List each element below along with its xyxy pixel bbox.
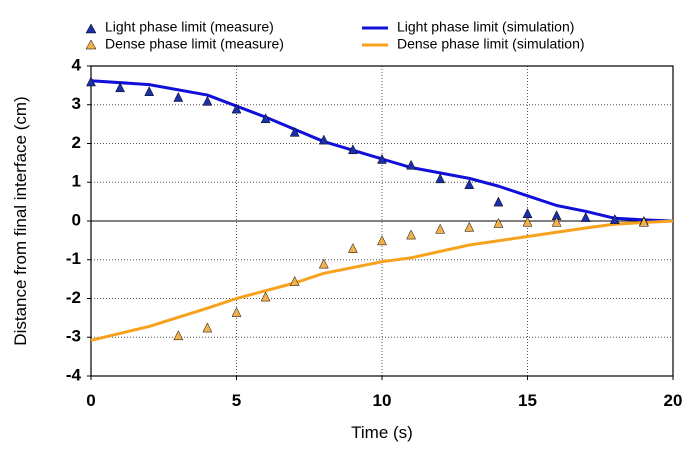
series-1-point (435, 223, 446, 234)
series-1-point (318, 258, 329, 269)
series-0-point (289, 126, 300, 137)
series-0-point (406, 159, 417, 170)
legend: Light phase limit (measure) Dense phase … (85, 19, 585, 52)
series-0-point (115, 82, 126, 93)
series-0-point (377, 153, 387, 164)
y-tick-label: -1 (66, 249, 81, 268)
series-1-point (493, 217, 504, 228)
x-tick-label: 15 (518, 391, 537, 410)
series-0-point (202, 95, 213, 106)
series-1-point (638, 216, 649, 227)
series-0-point (231, 103, 242, 114)
series-1-point (260, 291, 271, 302)
series-0-point (86, 76, 96, 87)
legend-label-dense-sim: Dense phase limit (simulation) (397, 36, 585, 52)
series-1-point (173, 330, 184, 341)
series-markers (86, 76, 649, 341)
y-tick-label: -3 (66, 327, 81, 346)
series-0-point (493, 196, 504, 207)
legend-label-light-measure: Light phase limit (measure) (105, 19, 274, 35)
x-axis-ticks: 0 5 10 15 20 (86, 376, 682, 410)
y-tick-label: 0 (72, 210, 81, 229)
series-0-point (347, 144, 358, 155)
series-lines (90, 79, 674, 342)
series-0-point (260, 113, 271, 124)
series-1-point (551, 216, 562, 227)
y-tick-label: -2 (66, 288, 81, 307)
series-0-point (464, 179, 475, 189)
grid (91, 66, 673, 376)
legend-marker-dense-measure (85, 39, 97, 50)
y-tick-label: 4 (72, 55, 82, 74)
x-tick-label: 5 (232, 391, 241, 410)
y-tick-label: 2 (72, 133, 81, 152)
x-tick-label: 0 (86, 391, 95, 410)
series-1-point (406, 229, 417, 240)
series-line-3 (90, 219, 674, 342)
y-axis-title: Distance from final interface (cm) (11, 96, 30, 345)
series-1-point (377, 235, 387, 246)
series-0-point (580, 212, 591, 222)
series-0-point (144, 86, 155, 96)
series-0-point (173, 91, 184, 102)
series-1-point (464, 221, 475, 232)
series-1-point (522, 216, 533, 227)
series-line-2 (90, 79, 674, 223)
legend-label-light-sim: Light phase limit (simulation) (397, 19, 574, 35)
x-tick-label: 10 (373, 391, 392, 410)
series-0-point (609, 214, 620, 224)
y-tick-label: -4 (66, 365, 82, 384)
series-0-point (318, 134, 329, 145)
y-tick-label: 1 (72, 172, 81, 191)
y-tick-label: 3 (72, 94, 81, 113)
x-tick-label: 20 (664, 391, 683, 410)
y-axis-ticks: 4 3 2 1 0 -1 -2 -3 -4 (66, 55, 91, 384)
legend-label-dense-measure: Dense phase limit (measure) (105, 36, 284, 52)
series-1-point (347, 243, 358, 253)
series-1-point (202, 322, 213, 333)
legend-marker-light-measure (85, 23, 97, 34)
series-1-point (231, 307, 242, 317)
series-1-point (289, 276, 300, 286)
x-axis-title: Time (s) (351, 423, 413, 442)
series-0-point (435, 173, 446, 184)
